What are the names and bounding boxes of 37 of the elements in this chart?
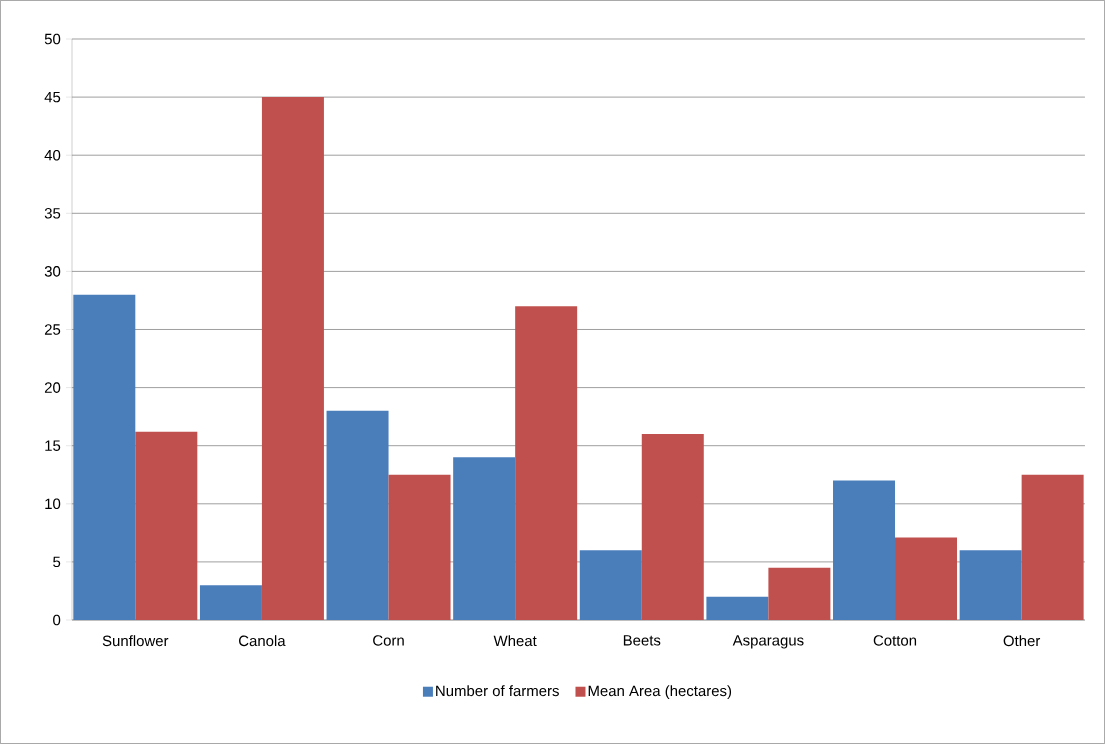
bar <box>959 550 1022 620</box>
bar <box>706 596 769 620</box>
x-tick-label: Wheat <box>493 635 537 647</box>
bar <box>199 585 262 620</box>
bar <box>73 294 136 620</box>
legend-label: Mean Area (hectares) <box>588 685 732 700</box>
y-tick-label: 5 <box>53 556 61 568</box>
bar <box>641 434 704 620</box>
y-tick-label: 50 <box>44 33 61 45</box>
bar <box>895 537 958 620</box>
bar <box>833 480 896 620</box>
y-tick-label: 0 <box>53 614 61 626</box>
bar <box>453 457 516 620</box>
x-tick-label: Asparagus <box>732 635 804 649</box>
x-tick-label: Corn <box>373 635 404 646</box>
bar <box>768 567 831 620</box>
bar <box>1021 474 1084 620</box>
legend-label: Number of farmers <box>436 685 559 697</box>
bar <box>515 306 578 620</box>
y-tick-label: 30 <box>44 266 61 277</box>
bar <box>579 550 642 620</box>
x-tick-label: Cotton <box>873 635 917 646</box>
y-tick-label: 40 <box>44 149 61 161</box>
x-tick-label: Other <box>1003 635 1041 647</box>
bar <box>388 474 451 620</box>
bar <box>326 410 389 620</box>
y-tick-label: 25 <box>44 324 61 335</box>
x-tick-label: Beets <box>623 635 661 646</box>
y-tick-label: 15 <box>45 440 61 451</box>
y-tick-label: 35 <box>44 208 61 219</box>
y-tick-label: 20 <box>44 382 61 393</box>
bar <box>135 431 198 620</box>
y-tick-label: 10 <box>45 498 61 510</box>
bar <box>261 97 324 620</box>
x-tick-label: Canola <box>239 635 286 647</box>
x-tick-label: Sunflower <box>102 635 169 647</box>
y-tick-label: 45 <box>44 91 61 103</box>
